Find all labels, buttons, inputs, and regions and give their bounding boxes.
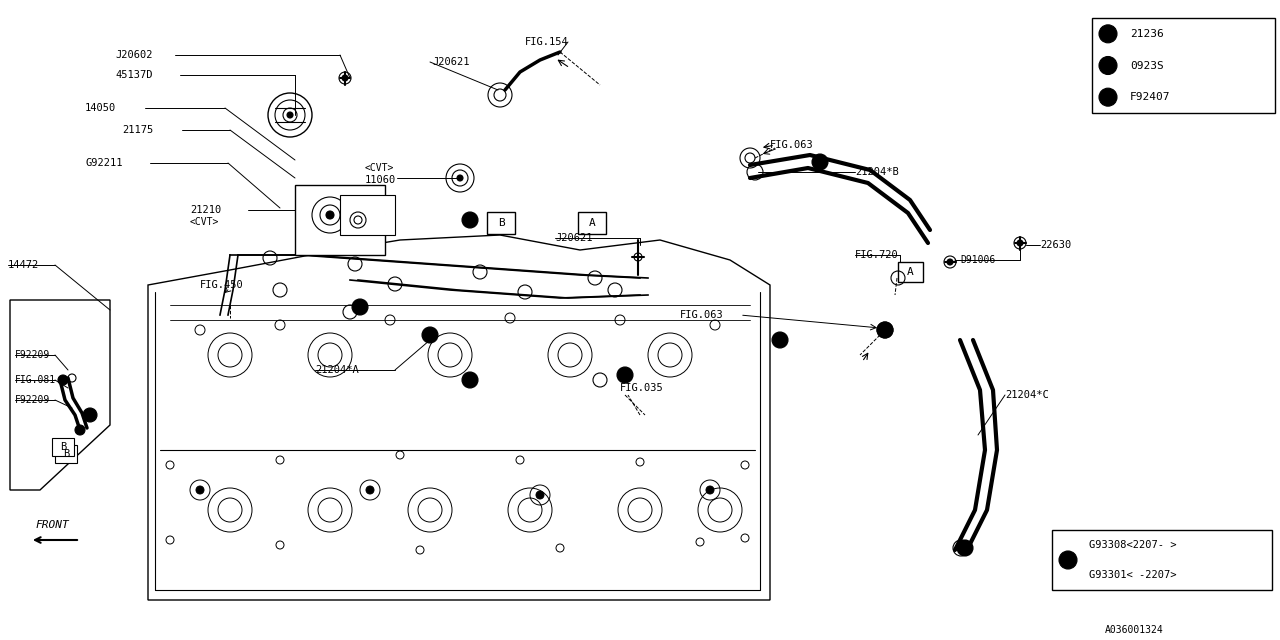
Circle shape: [947, 259, 954, 265]
Text: 4: 4: [622, 371, 627, 380]
Bar: [579, 212, 605, 234]
Circle shape: [457, 175, 463, 181]
Circle shape: [326, 211, 334, 219]
Circle shape: [957, 541, 972, 555]
Text: B: B: [60, 442, 67, 452]
Circle shape: [1059, 551, 1076, 569]
Text: 21204*C: 21204*C: [1005, 390, 1048, 400]
Circle shape: [462, 372, 477, 388]
Bar: [1052, 530, 1272, 590]
Circle shape: [707, 486, 714, 494]
Text: 11060: 11060: [365, 175, 397, 185]
Circle shape: [83, 408, 97, 422]
Text: A: A: [589, 218, 595, 228]
Text: FRONT: FRONT: [35, 520, 69, 530]
Text: FIG.063: FIG.063: [771, 140, 814, 150]
Text: F92209: F92209: [15, 395, 50, 405]
Text: 2: 2: [882, 326, 887, 335]
Text: B: B: [498, 218, 504, 228]
Text: 1: 1: [1105, 92, 1111, 102]
Text: 1: 1: [428, 330, 433, 339]
Text: A036001324: A036001324: [1105, 625, 1164, 635]
Text: J20602: J20602: [115, 50, 152, 60]
Text: FIG.035: FIG.035: [620, 383, 664, 393]
Text: 22630: 22630: [1039, 240, 1071, 250]
Text: 2: 2: [963, 543, 968, 552]
Circle shape: [1100, 25, 1117, 43]
Bar: [1092, 18, 1275, 113]
Text: FIG.720: FIG.720: [855, 250, 899, 260]
Circle shape: [58, 375, 68, 385]
Circle shape: [1100, 88, 1117, 106]
Circle shape: [813, 155, 827, 169]
Circle shape: [352, 299, 369, 315]
Bar: [899, 262, 923, 282]
Circle shape: [422, 327, 438, 343]
Text: 21210: 21210: [189, 205, 221, 215]
Circle shape: [287, 112, 293, 118]
Text: B: B: [63, 449, 69, 459]
Text: 2: 2: [1105, 61, 1111, 70]
Text: F92209: F92209: [15, 350, 50, 360]
Circle shape: [196, 486, 204, 494]
Text: 3: 3: [467, 216, 472, 225]
Text: 0923S: 0923S: [1130, 61, 1164, 70]
Bar: [340, 195, 396, 235]
Text: 2: 2: [882, 326, 888, 335]
Text: 14050: 14050: [84, 103, 116, 113]
Text: 21204*A: 21204*A: [315, 365, 358, 375]
Bar: [52, 438, 74, 456]
Text: G93301< -2207>: G93301< -2207>: [1089, 570, 1176, 580]
Bar: [486, 212, 515, 234]
Text: 4: 4: [1065, 555, 1071, 565]
Text: <CVT>: <CVT>: [365, 163, 394, 173]
Text: 2: 2: [87, 410, 92, 419]
Text: A: A: [906, 267, 914, 277]
Text: <CVT>: <CVT>: [189, 217, 219, 227]
Circle shape: [536, 491, 544, 499]
Text: F92407: F92407: [1130, 92, 1170, 102]
Text: 21236: 21236: [1130, 29, 1164, 39]
Circle shape: [1018, 240, 1023, 246]
Text: FIG.063: FIG.063: [680, 310, 723, 320]
Text: FIG.154: FIG.154: [525, 37, 568, 47]
Circle shape: [878, 323, 892, 337]
Text: FIG.081: FIG.081: [15, 375, 56, 385]
Text: G92211: G92211: [84, 158, 123, 168]
Text: 4: 4: [357, 303, 362, 312]
Bar: [294, 185, 385, 255]
Text: 2: 2: [777, 335, 782, 344]
Circle shape: [812, 154, 828, 170]
Circle shape: [462, 212, 477, 228]
Circle shape: [617, 367, 634, 383]
Circle shape: [1100, 56, 1117, 74]
Text: 45137D: 45137D: [115, 70, 152, 80]
Text: 2: 2: [963, 543, 968, 552]
Circle shape: [342, 75, 348, 81]
Text: 21204*B: 21204*B: [855, 167, 899, 177]
Text: 2: 2: [818, 157, 823, 166]
Text: 3: 3: [1105, 29, 1111, 39]
Circle shape: [76, 425, 84, 435]
Text: J20621: J20621: [556, 233, 593, 243]
Circle shape: [366, 486, 374, 494]
Circle shape: [772, 332, 788, 348]
Text: 14472: 14472: [8, 260, 40, 270]
Text: 2: 2: [818, 157, 823, 166]
Text: G93308<2207- >: G93308<2207- >: [1089, 540, 1176, 550]
Text: 21175: 21175: [122, 125, 154, 135]
Text: D91006: D91006: [960, 255, 996, 265]
Text: FIG.450: FIG.450: [200, 280, 243, 290]
Circle shape: [957, 540, 973, 556]
Bar: [55, 445, 77, 463]
Text: J20621: J20621: [433, 57, 470, 67]
Circle shape: [877, 322, 893, 338]
Text: 1: 1: [467, 376, 472, 385]
